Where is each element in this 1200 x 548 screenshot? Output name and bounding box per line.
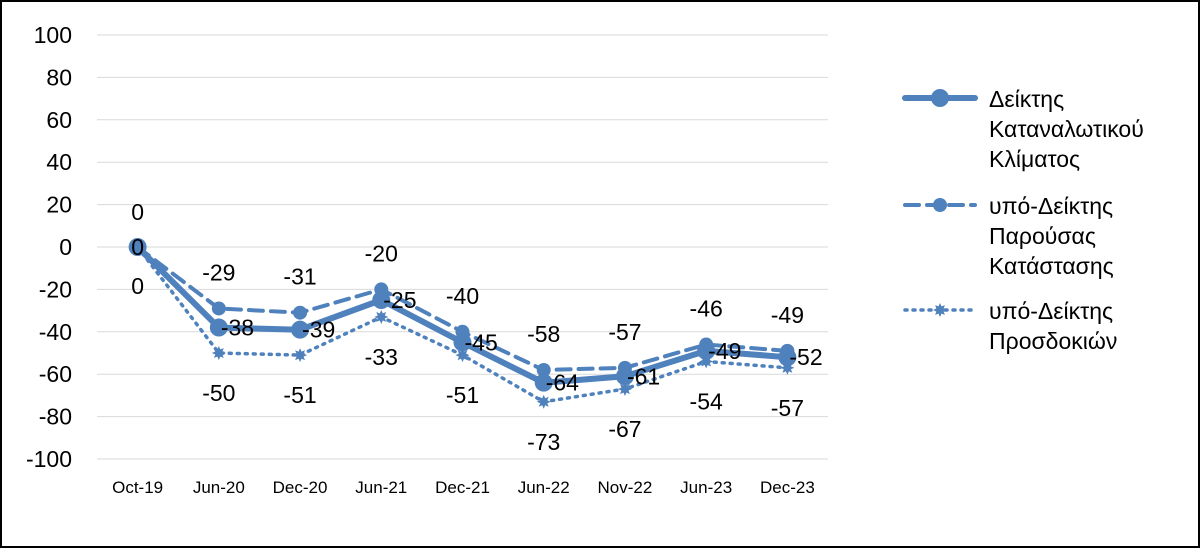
data-point-solid xyxy=(372,291,391,309)
data-point-solid xyxy=(697,341,716,360)
data-label: -51 xyxy=(446,382,479,408)
data-label: -20 xyxy=(365,240,398,266)
data-label: 0 xyxy=(131,199,144,225)
y-tick-label: -80 xyxy=(39,404,72,430)
legend-label: Δείκτης xyxy=(989,86,1064,112)
data-label: -50 xyxy=(202,380,235,406)
data-label: -25 xyxy=(383,287,416,313)
legend-label: υπό-Δείκτης xyxy=(989,193,1113,219)
y-tick-label: 20 xyxy=(46,192,72,218)
data-point-dashed xyxy=(211,301,226,316)
data-label: -52 xyxy=(789,344,822,370)
data-point-solid xyxy=(209,318,228,337)
data-label: -40 xyxy=(446,283,479,309)
data-point-solid xyxy=(534,373,553,392)
data-label: -38 xyxy=(221,315,254,341)
data-label: -46 xyxy=(690,296,723,322)
x-tick-label: Oct-19 xyxy=(112,478,163,497)
data-point-solid xyxy=(615,367,634,386)
x-tick-label: Jun-20 xyxy=(193,478,245,497)
y-tick-label: -20 xyxy=(39,276,72,302)
data-label: -67 xyxy=(608,416,641,442)
data-label: -49 xyxy=(708,338,741,364)
legend-label: Κλίματος xyxy=(989,146,1080,172)
data-point-solid xyxy=(778,348,797,367)
y-tick-label: 60 xyxy=(46,107,72,133)
data-label: -39 xyxy=(302,317,335,343)
data-label: 0 xyxy=(131,234,144,260)
data-label: -73 xyxy=(527,429,560,455)
data-point-dotted xyxy=(455,348,470,363)
data-label: -29 xyxy=(202,259,235,285)
data-label: -61 xyxy=(627,363,660,389)
x-tick-label: Dec-23 xyxy=(760,478,815,497)
data-point-dotted xyxy=(374,310,389,324)
x-tick-label: Jun-22 xyxy=(518,478,570,497)
data-label: -54 xyxy=(690,388,723,414)
legend-label: Καταναλωτικού xyxy=(989,116,1144,142)
legend-marker-solid xyxy=(931,89,949,107)
y-tick-label: 0 xyxy=(59,234,72,260)
data-label: 0 xyxy=(131,273,144,299)
data-label: -58 xyxy=(527,321,560,347)
legend-label: Προσδοκιών xyxy=(989,328,1117,354)
y-tick-label: -100 xyxy=(26,446,72,472)
data-label: -31 xyxy=(283,264,316,290)
data-point-dotted xyxy=(617,382,632,396)
y-tick-label: -40 xyxy=(39,319,72,345)
legend-marker-dashed xyxy=(933,198,947,212)
data-point-dotted xyxy=(536,394,551,409)
data-point-dashed xyxy=(536,362,551,377)
data-point-solid xyxy=(291,320,310,339)
y-tick-label: 100 xyxy=(34,22,72,48)
y-tick-label: 80 xyxy=(46,64,72,90)
x-tick-label: Dec-20 xyxy=(273,478,328,497)
data-label: -57 xyxy=(771,395,804,421)
legend-marker-dotted xyxy=(933,303,947,317)
legend-label: υπό-Δείκτης xyxy=(989,298,1113,324)
data-label: -57 xyxy=(608,319,641,345)
x-tick-label: Dec-21 xyxy=(435,478,490,497)
y-tick-label: -60 xyxy=(39,361,72,387)
data-point-solid xyxy=(453,333,472,352)
data-label: -64 xyxy=(546,370,579,396)
data-point-dotted xyxy=(293,348,308,363)
data-point-dashed xyxy=(293,305,308,320)
data-point-solid xyxy=(128,238,147,256)
data-point-dotted xyxy=(211,346,226,360)
x-tick-label: Jun-23 xyxy=(680,478,732,497)
x-tick-label: Jun-21 xyxy=(355,478,407,497)
y-tick-label: 40 xyxy=(46,149,72,175)
legend-label: Κατάστασης xyxy=(989,253,1114,279)
data-label: -45 xyxy=(465,329,498,355)
legend-label: Παρούσας xyxy=(989,223,1096,249)
data-label: -33 xyxy=(365,344,398,370)
x-tick-label: Nov-22 xyxy=(598,478,653,497)
data-label: -51 xyxy=(283,382,316,408)
data-label: -49 xyxy=(771,302,804,328)
